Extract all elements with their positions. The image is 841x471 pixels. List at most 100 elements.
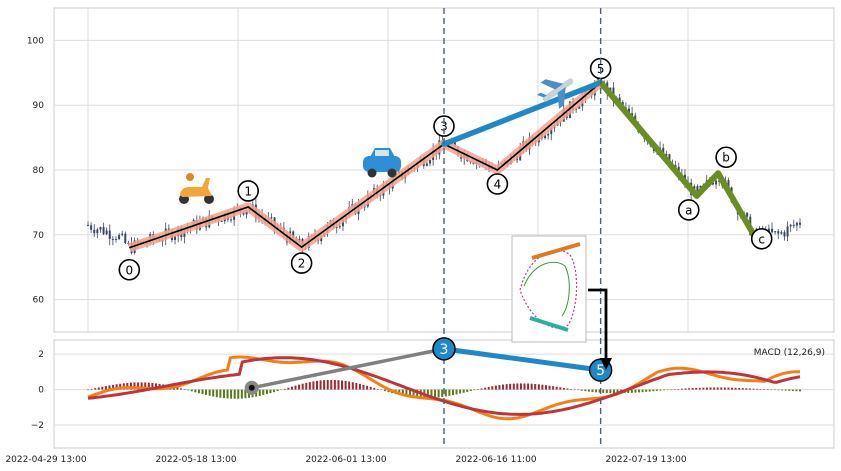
macd-histogram-bar (409, 389, 412, 397)
macd-histogram-bar (319, 380, 322, 390)
macd-histogram-bar (752, 388, 755, 390)
macd-histogram-bar (373, 387, 376, 390)
macd-histogram-bar (763, 389, 766, 390)
candle-body (102, 227, 105, 235)
macd-histogram-bar (133, 382, 136, 390)
macd-histogram-bar (290, 386, 293, 390)
macd-histogram-bar (598, 389, 601, 393)
macd-histogram-bar (788, 389, 791, 391)
macd-histogram-bar (552, 386, 555, 390)
macd-histogram-bar (591, 389, 594, 392)
candle-body (105, 230, 108, 235)
macd-histogram-bar (147, 382, 150, 390)
macd-histogram-bar (602, 389, 605, 393)
car-window (375, 150, 389, 156)
price-y-tick: 60 (33, 296, 45, 306)
macd-histogram-bar (663, 389, 666, 391)
macd-histogram-bar (645, 389, 648, 392)
candle-body (792, 224, 795, 226)
macd-histogram-bar (627, 389, 630, 393)
macd-histogram-bar (648, 389, 651, 392)
macd-histogram-bar (244, 389, 247, 399)
macd-histogram-bar (412, 389, 415, 398)
macd-histogram-bar (240, 389, 243, 399)
macd-histogram-bar (441, 389, 444, 397)
macd-histogram-bar (230, 389, 233, 399)
macd-histogram-bar (512, 383, 515, 390)
macd-histogram-bar (298, 384, 301, 390)
macd-histogram-bar (709, 387, 712, 390)
macd-histogram-bar (283, 388, 286, 390)
macd-histogram-bar (183, 389, 186, 390)
candle-body (429, 160, 432, 164)
macd-histogram-bar (287, 387, 290, 390)
macd-histogram-bar (698, 387, 701, 390)
price-y-tick: 100 (27, 36, 44, 46)
candle-body (711, 182, 714, 185)
wave-label-text: 2 (298, 257, 306, 271)
macd-histogram-bar (258, 389, 261, 396)
wave-label-text: 0 (125, 263, 133, 277)
macd-histogram-bar (791, 389, 794, 392)
macd-histogram-bar (652, 389, 655, 392)
candle-body (783, 232, 786, 237)
candle-body (789, 224, 792, 227)
macd-histogram-bar (466, 389, 469, 392)
macd-histogram-bar (222, 389, 225, 399)
macd-histogram-bar (537, 384, 540, 390)
x-tick-label: 2022-06-16 11:00 (455, 455, 536, 465)
macd-histogram-bar (773, 389, 776, 391)
candle-body (774, 231, 777, 233)
scooter-wheel-front (204, 194, 214, 204)
macd-histogram-bar (695, 387, 698, 390)
macd-histogram-bar (555, 386, 558, 390)
wave-label-circle (433, 115, 455, 137)
macd-histogram-bar (140, 382, 143, 390)
divergence-line (443, 346, 601, 373)
macd-histogram-bar (237, 389, 240, 399)
macd-histogram-bar (144, 382, 147, 390)
candle-body (727, 180, 730, 188)
impulse-wave-line (129, 81, 602, 249)
macd-histogram-bar (380, 389, 383, 391)
macd-histogram-bar (462, 389, 465, 393)
candle-body (341, 219, 344, 227)
macd-histogram-bar (705, 387, 708, 390)
macd-histogram-bar (358, 383, 361, 390)
candle-body (338, 226, 341, 228)
macd-histogram-bar (305, 382, 308, 390)
candle-body (777, 231, 780, 234)
price-y-tick-labels: 60 70 80 90 100 (27, 36, 44, 305)
macd-histogram-bar (766, 389, 769, 391)
arrow-head (600, 358, 612, 370)
macd-histogram-bar (208, 389, 211, 396)
wave-diagram-bar-bottom (529, 316, 569, 332)
divergence-start-dot-center (248, 384, 255, 391)
macd-histogram-bar (448, 389, 451, 396)
x-tick-label: 2022-04-29 13:00 (5, 455, 86, 465)
macd-histogram-bar (459, 389, 462, 394)
wave-label-1: 1 (237, 180, 259, 202)
macd-histogram-bar (616, 389, 619, 394)
macd-histogram-bar (509, 383, 512, 390)
candle-body (718, 180, 721, 183)
macd-histogram-bar (745, 388, 748, 390)
macd-histogram-bar (519, 383, 522, 390)
macd-histogram-bar (516, 383, 519, 390)
airplane-tail (537, 92, 548, 98)
wave-label-b: b (715, 146, 737, 169)
macd-histogram-bar (634, 389, 637, 393)
macd-histogram-bar (426, 389, 429, 399)
macd-highlight-circle (432, 337, 456, 361)
macd-histogram-bar (151, 382, 154, 390)
candle-body (453, 141, 456, 147)
macd-histogram-bar (502, 384, 505, 390)
wave-label-4: 4 (486, 173, 509, 195)
car-icon (363, 148, 401, 178)
macd-histogram-bar (756, 388, 759, 390)
macd-histogram-bar (308, 382, 311, 390)
macd-histogram-bar (215, 389, 218, 398)
wave-label-text: 3 (440, 120, 448, 134)
candle-body (220, 220, 223, 222)
macd-histogram-bar (562, 387, 565, 390)
